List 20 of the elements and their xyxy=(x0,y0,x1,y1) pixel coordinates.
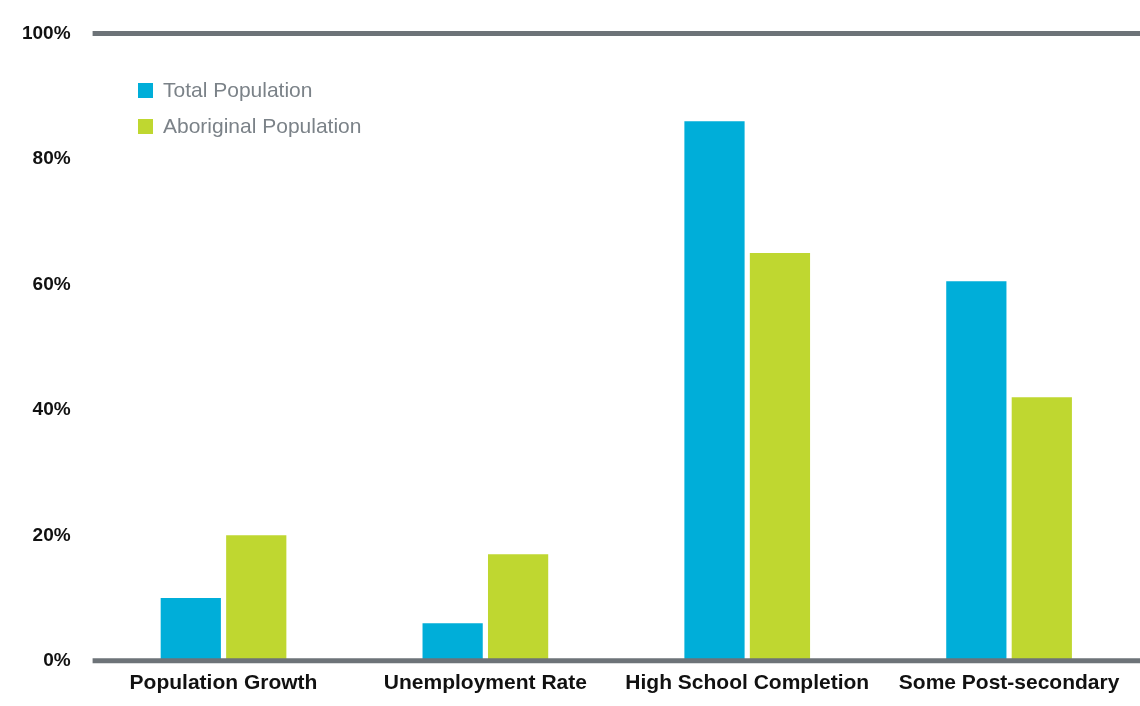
bar xyxy=(684,121,745,661)
x-tick-label: High School Completion xyxy=(625,670,870,694)
x-tick-label: Population Growth xyxy=(129,670,318,694)
bar xyxy=(422,623,483,661)
legend-label: Aboriginal Population xyxy=(163,114,362,138)
bar xyxy=(946,281,1007,661)
y-tick-label: 60% xyxy=(32,272,71,294)
y-tick-label: 40% xyxy=(32,398,71,420)
bar xyxy=(749,252,811,661)
y-tick-label: 20% xyxy=(32,523,71,545)
y-tick-label: 100% xyxy=(21,21,71,43)
y-tick-label: 80% xyxy=(32,147,71,169)
bar xyxy=(1011,397,1072,661)
bar xyxy=(160,598,221,661)
x-tick-label: Unemployment Rate xyxy=(383,670,587,694)
legend-label: Total Population xyxy=(163,78,313,102)
bar xyxy=(226,535,287,661)
x-tick-label: Some Post-secondary xyxy=(898,670,1120,694)
bar xyxy=(487,554,549,661)
y-tick-label: 0% xyxy=(43,649,71,671)
